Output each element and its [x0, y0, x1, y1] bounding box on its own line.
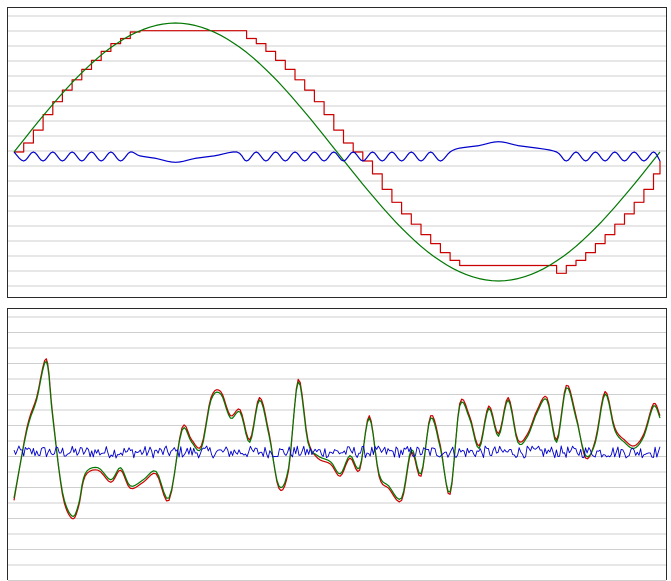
upper-chart-panel	[7, 7, 667, 298]
upper-gridlines	[8, 15, 666, 287]
lower-chart-svg	[8, 316, 666, 581]
upper-series-2-line	[13, 141, 661, 163]
lower-gridlines	[8, 316, 666, 581]
lower-series-2-line	[13, 445, 661, 459]
lower-series-1-line	[13, 360, 661, 517]
upper-series-0-line	[14, 30, 661, 274]
upper-chart-svg	[8, 15, 666, 287]
upper-series-1-line	[13, 22, 661, 282]
lower-series-0-line	[13, 358, 661, 520]
lower-chart-panel	[7, 308, 667, 581]
